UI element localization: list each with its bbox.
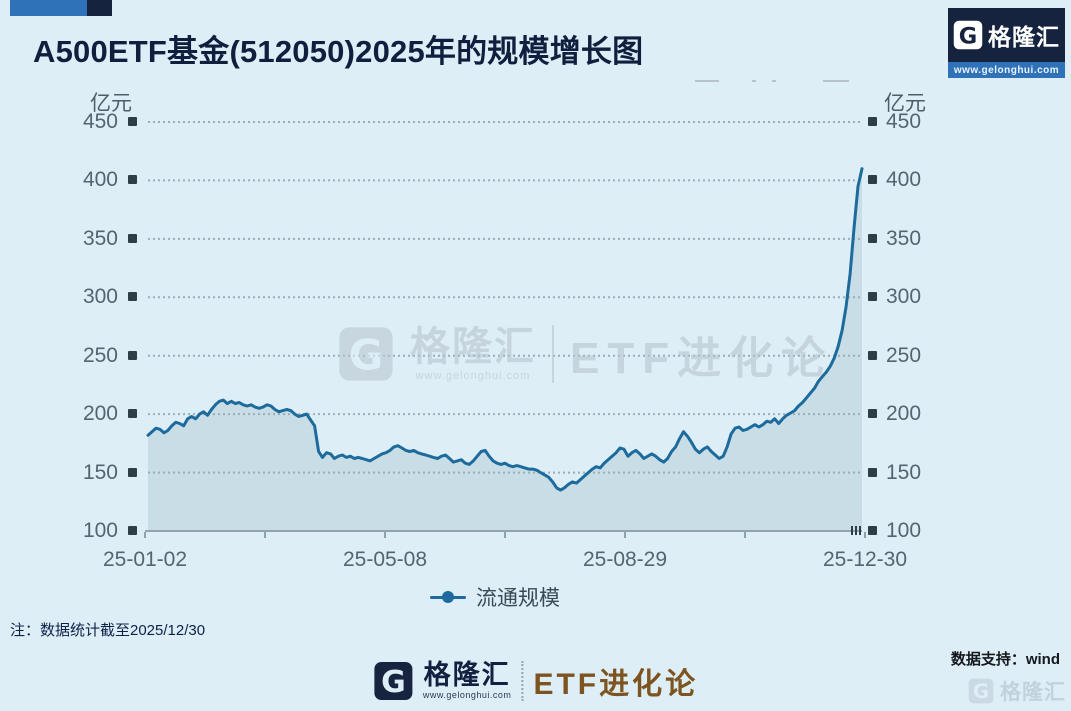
y-axis-tick-label-right: 150 xyxy=(886,460,922,484)
y-axis-tick-marker-left xyxy=(128,175,137,185)
y-axis-tick-label-right: 200 xyxy=(886,402,922,426)
y-axis-tick-marker-left xyxy=(128,350,137,360)
y-axis-tick-label-right: 100 xyxy=(886,519,922,542)
corner-brand-name: 格隆汇 xyxy=(1000,681,1066,704)
y-axis-tick-marker-right xyxy=(868,526,877,535)
x-axis-line xyxy=(145,530,862,532)
y-axis-tick-label-left: 350 xyxy=(82,226,118,250)
gelonghui-g-icon: G xyxy=(953,20,983,50)
y-axis-tick-marker-left xyxy=(128,409,137,419)
y-axis-tick-label-right: 350 xyxy=(886,226,922,250)
y-axis-tick-label-left: 450 xyxy=(82,110,118,133)
x-axis-tick-label: 25-05-08 xyxy=(342,548,428,571)
y-axis-tick-label-right: 250 xyxy=(886,343,922,367)
toolbar-faint-mark xyxy=(823,80,849,82)
brand-url: www.gelonghui.com xyxy=(948,62,1065,78)
footer-brand-name: 格隆汇 xyxy=(423,660,511,690)
x-axis-tick-mark xyxy=(504,532,506,538)
y-axis-tick-marker-left xyxy=(128,233,137,243)
x-axis-tick-mark xyxy=(384,532,386,538)
y-axis-tick-marker-right xyxy=(868,233,877,243)
decoration-bar-blue xyxy=(10,0,87,16)
toolbar-faint-mark xyxy=(752,80,756,82)
footer-divider xyxy=(521,661,524,701)
y-axis-tick-marker-right xyxy=(868,409,877,419)
y-axis-tick-marker-left xyxy=(128,467,137,477)
x-axis-tick-label: 25-01-02 xyxy=(102,548,188,571)
x-axis-tick-label: 25-08-29 xyxy=(582,548,668,571)
y-axis-tick-label-left: 200 xyxy=(82,402,118,426)
svg-text:G: G xyxy=(381,665,406,700)
y-axis-tick-marker-left xyxy=(128,526,137,535)
series-line xyxy=(146,167,864,492)
y-axis-tick-marker-left xyxy=(128,117,137,126)
y-axis-tick-marker-right xyxy=(868,117,877,126)
y-axis-unit-right: 亿元 xyxy=(884,92,926,115)
data-support-credit: 数据支持：wind xyxy=(950,651,1060,668)
footer-g-icon: G xyxy=(373,662,412,700)
y-axis-tick-label-right: 400 xyxy=(886,168,922,192)
y-axis-tick-marker-right xyxy=(868,175,877,185)
corner-g-icon: G xyxy=(968,678,994,704)
footer-brand-url: www.gelonghui.com xyxy=(422,690,512,700)
corner-watermark-logo: G 格隆汇 xyxy=(968,676,1066,706)
x-axis-tick-mark xyxy=(264,532,266,538)
brand-name: 格隆汇 xyxy=(988,24,1060,50)
y-axis-tick-marker-left xyxy=(128,292,137,302)
decoration-bar-navy xyxy=(87,0,112,16)
y-axis-tick-marker-right xyxy=(868,467,877,477)
y-axis-tick-label-left: 300 xyxy=(82,285,118,309)
toolbar-faint-mark xyxy=(772,80,776,82)
legend-line-marker-icon xyxy=(430,591,466,603)
x-axis-tick-mark xyxy=(624,532,626,538)
toolbar-faint-mark xyxy=(695,80,719,82)
footer-brand: G 格隆汇 www.gelonghui.com ETF进化论 xyxy=(373,659,698,703)
y-axis-tick-label-left: 250 xyxy=(82,343,118,367)
footnote: 注：数据统计截至2025/12/30 xyxy=(10,622,206,639)
legend-label: 流通规模 xyxy=(476,587,560,610)
gelonghui-logo: G 格隆汇 www.gelonghui.com xyxy=(948,8,1065,78)
footer-series-name: ETF进化论 xyxy=(533,668,699,701)
y-axis-unit-left: 亿元 xyxy=(90,92,132,115)
axis-end-marker xyxy=(851,526,861,535)
svg-text:G: G xyxy=(959,23,977,49)
legend-item-liutong-guimo[interactable]: 流通规模 xyxy=(430,582,560,612)
y-axis-tick-label-left: 400 xyxy=(82,168,118,192)
y-axis-tick-marker-right xyxy=(868,350,877,360)
series-area-fill xyxy=(148,168,862,531)
x-axis-tick-mark xyxy=(864,532,866,538)
y-axis-tick-label-left: 100 xyxy=(82,519,118,542)
x-axis-tick-mark xyxy=(744,532,746,538)
y-axis-tick-label-right: 300 xyxy=(886,285,922,309)
y-axis-tick-label-right: 450 xyxy=(886,110,922,133)
page-title: A500ETF基金(512050)2025年的规模增长图 xyxy=(33,34,644,69)
svg-text:G: G xyxy=(973,680,989,703)
x-axis-tick-mark xyxy=(144,532,146,538)
series-plot xyxy=(146,121,864,532)
x-axis-tick-label: 25-12-30 xyxy=(822,548,908,571)
y-axis-tick-marker-right xyxy=(868,292,877,302)
y-axis-tick-label-left: 150 xyxy=(82,460,118,484)
